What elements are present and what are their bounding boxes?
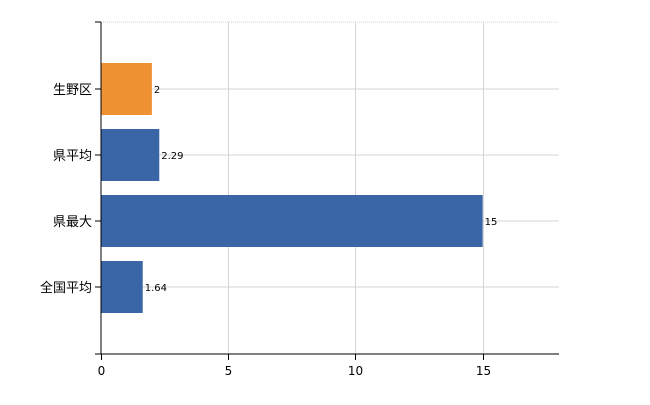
axis-layer xyxy=(95,21,559,360)
value-label: 2 xyxy=(154,85,160,96)
x-tick-label: 5 xyxy=(225,364,233,378)
bar xyxy=(101,63,152,115)
bar xyxy=(101,129,160,181)
bar xyxy=(101,195,483,247)
value-label: 1.64 xyxy=(145,283,167,294)
x-tick-label: 10 xyxy=(348,364,363,378)
category-label: 全国平均 xyxy=(40,280,92,296)
value-label: 15 xyxy=(485,217,498,228)
label-layer: 0 5 10 15 生野区 2 県平均 2.29 県最大 15 全国平均 1.64 xyxy=(40,83,497,378)
bar xyxy=(101,261,143,313)
value-label: 2.29 xyxy=(161,151,183,162)
x-tick-label: 0 xyxy=(98,364,106,378)
category-label: 県最大 xyxy=(53,215,92,230)
category-label: 県平均 xyxy=(53,149,92,164)
bar-layer xyxy=(101,63,483,313)
category-label: 生野区 xyxy=(53,83,92,98)
x-tick-label: 15 xyxy=(476,364,491,378)
grid-layer xyxy=(101,21,559,354)
